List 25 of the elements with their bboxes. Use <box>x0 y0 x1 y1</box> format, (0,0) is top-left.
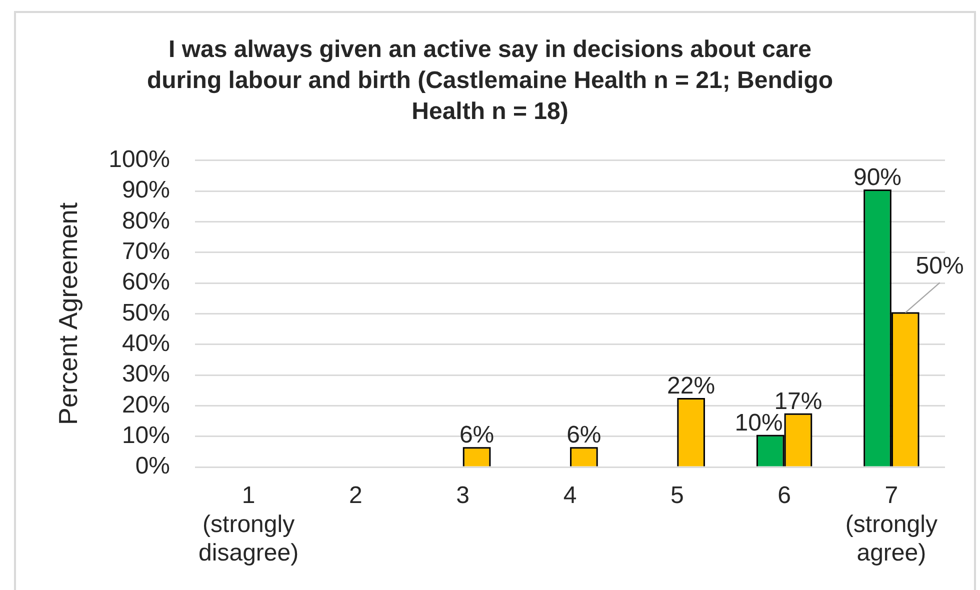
x-tick-label: 3 <box>456 482 470 510</box>
y-tick-label: 0% <box>135 452 170 480</box>
x-tick-label: 7 (strongly agree) <box>845 482 938 567</box>
data-label: 6% <box>566 422 602 449</box>
x-tick-label: 4 <box>563 482 577 510</box>
y-tick-label: 70% <box>122 238 170 266</box>
y-tick-label: 60% <box>122 268 170 296</box>
y-tick-label: 30% <box>122 360 170 388</box>
data-label: 90% <box>853 164 902 192</box>
y-tick-label: 100% <box>108 146 170 174</box>
x-tick-label: 6 <box>778 482 791 510</box>
y-tick-label: 80% <box>122 207 170 234</box>
y-tick-label: 10% <box>122 422 170 449</box>
y-tick-label: 90% <box>122 176 170 204</box>
data-label: 50% <box>916 252 964 280</box>
data-label: 22% <box>667 372 716 400</box>
x-tick-label: 5 <box>670 482 684 510</box>
y-tick-label: 40% <box>122 330 170 357</box>
x-tick-label: 1 (strongly disagree) <box>198 482 299 567</box>
y-tick-label: 20% <box>122 391 170 418</box>
data-label: 6% <box>459 422 494 449</box>
y-tick-label: 50% <box>122 299 170 326</box>
y-axis-title: Percent Agreement <box>52 202 83 425</box>
x-tick-label: 2 <box>349 482 362 510</box>
chart-title: I was always given an active say in decisions about care during labour and birth (Castlemaine Health n = 21; Bendigo Health n = 18) <box>146 35 834 127</box>
